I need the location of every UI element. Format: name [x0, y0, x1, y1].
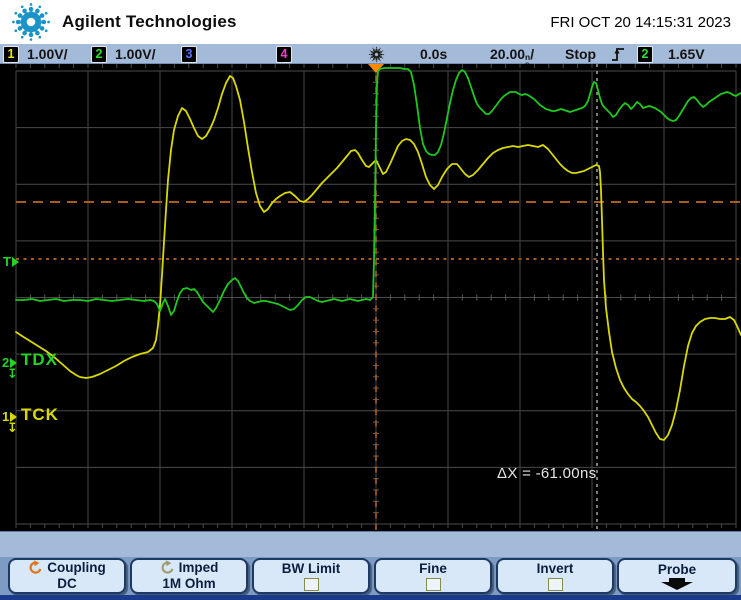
invert-softkey[interactable]: Invert	[496, 558, 614, 594]
ch1-badge: 1	[3, 46, 19, 63]
ch2-scale: 1.00V/	[115, 46, 156, 62]
ch2-ground-arrow-icon: ↧	[7, 366, 18, 381]
delta-x-readout: ΔX = -61.00ns	[497, 465, 597, 482]
ch1-scale: 1.00V/	[27, 46, 68, 62]
datetime: FRI OCT 20 14:15:31 2023	[550, 13, 731, 31]
ch1-ground-marker: 1	[2, 409, 18, 424]
knob-icon	[161, 560, 173, 574]
fine-checkbox[interactable]	[425, 578, 441, 592]
ch1-ground-arrow-icon: ↧	[7, 420, 18, 435]
ch2-marker-arrow-icon	[10, 357, 18, 368]
agilent-logo-icon	[12, 3, 50, 41]
tck-trace	[15, 75, 741, 441]
waveform-plot: T 2 ↧ 1 ↧ TDX TCK ΔX = -61.00ns 1/ΔX = 1…	[0, 64, 741, 565]
brand-name: Agilent Technologies	[62, 12, 237, 31]
impedance-softkey[interactable]: Imped 1M Ohm	[130, 558, 248, 594]
ch2-ground-marker: 2	[2, 355, 18, 370]
bottom-strip	[0, 595, 741, 600]
fine-softkey[interactable]: Fine	[374, 558, 492, 594]
bw-limit-checkbox[interactable]	[303, 578, 319, 592]
ch3-badge: 3	[181, 46, 197, 63]
ch4-badge: 4	[276, 46, 292, 63]
trigger-edge-icon	[612, 48, 624, 61]
menu-title-bar: Channel 1 Menu	[0, 531, 741, 578]
tdx-trace	[15, 67, 741, 316]
intensity-icon	[368, 46, 385, 63]
impedance-value: 1M Ohm	[162, 576, 216, 591]
delay-readout: 0.0s	[420, 46, 448, 62]
trigger-level-marker: T	[3, 254, 19, 269]
trigger-position-marker	[368, 64, 384, 73]
ch1-marker-arrow-icon	[10, 411, 18, 422]
trigger-level-readout: 1.65V	[668, 46, 705, 62]
coupling-value: DC	[57, 576, 77, 591]
submenu-arrow-icon	[661, 578, 693, 591]
run-state: Stop	[565, 46, 597, 62]
coupling-softkey[interactable]: Coupling DC	[8, 558, 126, 594]
ch2-trace-label: TDX	[21, 350, 58, 369]
ch2-badge: 2	[91, 46, 107, 63]
probe-softkey[interactable]: Probe	[617, 558, 737, 594]
invert-checkbox[interactable]	[547, 578, 563, 592]
bw-limit-softkey[interactable]: BW Limit	[252, 558, 370, 594]
softkey-area: Coupling DC Imped 1M Ohm BW Limit Fine I…	[0, 557, 741, 595]
waveform-display	[15, 64, 741, 531]
knob-icon	[29, 560, 42, 575]
trigger-level-arrow-icon	[11, 256, 19, 267]
header: Agilent Technologies FRI OCT 20 14:15:31…	[0, 0, 741, 44]
ch1-trace-label: TCK	[21, 405, 59, 424]
trigger-source-badge: 2	[637, 46, 653, 63]
status-bar: 1 1.00V/ 2 1.00V/ 3 4 0.0s 20.00ns/ Stop…	[0, 44, 741, 68]
